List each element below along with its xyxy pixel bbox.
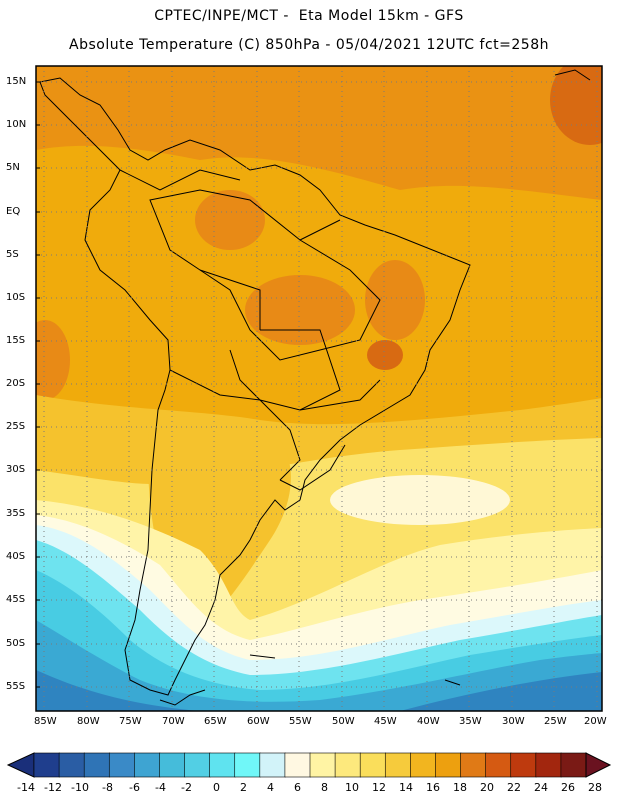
colorbar-label: -14: [17, 781, 35, 794]
lat-label: 10N: [6, 119, 27, 130]
colorbar: [6, 752, 612, 778]
colorbar-cell: [159, 752, 186, 778]
colorbar-cell: [58, 752, 85, 778]
title-line-2: Absolute Temperature (C) 850hPa - 05/04/…: [69, 37, 549, 53]
lat-label: EQ: [6, 206, 21, 217]
colorbar-high-arrow: [585, 752, 612, 778]
lon-label: 80W: [77, 716, 100, 727]
colorbar-cell: [510, 752, 537, 778]
lat-label: 35S: [6, 508, 26, 519]
lon-label: 40W: [417, 716, 440, 727]
colorbar-cell: [535, 752, 562, 778]
lon-label: 55W: [289, 716, 312, 727]
colorbar-cell: [33, 752, 60, 778]
lon-label: 50W: [332, 716, 355, 727]
colorbar-label: 16: [426, 781, 440, 794]
lon-label: 30W: [502, 716, 525, 727]
colorbar-label: 22: [507, 781, 521, 794]
colorbar-label: -2: [181, 781, 192, 794]
colorbar-label: -12: [44, 781, 62, 794]
colorbar-label: 12: [372, 781, 386, 794]
lat-label: 20S: [6, 378, 26, 389]
colorbar-cell: [209, 752, 236, 778]
colorbar-label: 14: [399, 781, 413, 794]
coastline-outline: [39, 69, 591, 706]
lat-label: 30S: [6, 464, 26, 475]
lat-label: 40S: [6, 551, 26, 562]
colorbar-label: 20: [480, 781, 494, 794]
lon-label: 85W: [34, 716, 57, 727]
colorbar-cell: [334, 752, 361, 778]
colorbar-label: 10: [345, 781, 359, 794]
colorbar-cell: [485, 752, 512, 778]
colorbar-cell: [284, 752, 311, 778]
colorbar-label: -8: [102, 781, 113, 794]
colorbar-label: 28: [588, 781, 602, 794]
colorbar-label: 8: [321, 781, 328, 794]
colorbar-label: -10: [71, 781, 89, 794]
lat-label: 15N: [6, 76, 27, 87]
lon-label: 45W: [374, 716, 397, 727]
lon-label: 65W: [204, 716, 227, 727]
colorbar-cell: [359, 752, 387, 778]
colorbar-label: 26: [561, 781, 575, 794]
lon-label: 60W: [247, 716, 270, 727]
colorbar-cell: [83, 752, 111, 778]
colorbar-cell: [259, 752, 286, 778]
lat-label: 5N: [6, 162, 20, 173]
lat-label: 10S: [6, 292, 26, 303]
colorbar-label: 2: [240, 781, 247, 794]
lat-label: 25S: [6, 421, 26, 432]
colorbar-low-arrow: [6, 752, 35, 778]
colorbar-label: 18: [453, 781, 467, 794]
colorbar-label: -4: [155, 781, 166, 794]
colorbar-cell: [309, 752, 336, 778]
colorbar-label: 6: [294, 781, 301, 794]
colorbar-cell: [410, 752, 437, 778]
colorbar-label: 4: [267, 781, 274, 794]
axis-ticks: [36, 81, 40, 688]
colorbar-label: -6: [129, 781, 140, 794]
colorbar-label: 0: [213, 781, 220, 794]
temperature-fill-layer: [36, 66, 602, 711]
lon-label: 20W: [584, 716, 607, 727]
lon-label: 25W: [544, 716, 567, 727]
colorbar-label: 24: [534, 781, 548, 794]
colorbar-cell: [184, 752, 211, 778]
colorbar-cell: [234, 752, 261, 778]
title-line-1: CPTEC/INPE/MCT - Eta Model 15km - GFS: [154, 8, 464, 24]
colorbar-cell: [108, 752, 136, 778]
lon-label: 70W: [162, 716, 185, 727]
lat-label: 55S: [6, 681, 26, 692]
colorbar-cell: [384, 752, 412, 778]
map-frame: [35, 65, 603, 712]
colorbar-cell: [460, 752, 487, 778]
lat-label: 45S: [6, 594, 26, 605]
colorbar-cell: [560, 752, 587, 778]
lat-label: 5S: [6, 249, 19, 260]
lat-label: 50S: [6, 638, 26, 649]
lon-label: 35W: [459, 716, 482, 727]
colorbar-cell: [435, 752, 462, 778]
lon-label: 75W: [119, 716, 142, 727]
lat-label: 15S: [6, 335, 26, 346]
colorbar-cell: [134, 752, 161, 778]
